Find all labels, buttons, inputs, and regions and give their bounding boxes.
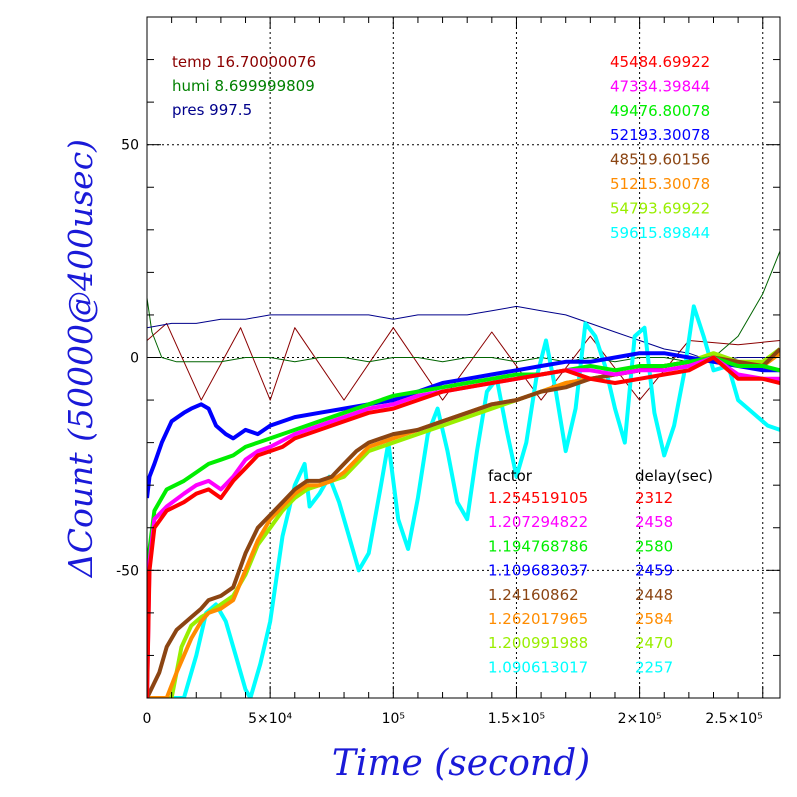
y-axis-title: ΔCount (50000@400usec) [61,139,100,579]
delay-value: 2584 [635,610,673,628]
delay-header: delay(sec) [635,467,713,485]
factor-value: 1.109683037 [488,562,588,580]
env-legend-temp: temp 16.70000076 [172,53,316,71]
x-axis-title: Time (second) [332,743,590,784]
series-name-label: 48519.60156 [610,151,710,169]
series-line [147,250,780,363]
factor-value: 1.194768786 [488,537,588,555]
x-tick-label: 1.5×10⁵ [488,711,545,727]
series-line [147,355,780,664]
series-line [147,355,780,698]
env-legend-pres: pres 997.5 [172,101,252,119]
x-tick-label: 10⁵ [382,711,405,727]
y-tick-label: 50 [121,138,139,154]
y-tick-label: -50 [116,563,139,579]
series-line [147,304,780,698]
delay-value: 2257 [635,658,673,676]
x-tick-label: 2.5×10⁵ [705,711,762,727]
series-name-label: 54793.69922 [610,199,710,217]
series-line [147,355,780,698]
x-tick-label: 5×10⁴ [248,711,292,727]
factor-header: factor [488,467,533,485]
delay-value: 2458 [635,513,673,531]
axis-ticks: 0 5×10⁴ 10⁵ 1.5×10⁵ 2×10⁵ 2.5×10⁵ 50 0 -50 [116,16,780,727]
delay-value: 2459 [635,562,673,580]
factor-value: 1.262017965 [488,610,588,628]
series-name-label: 51215.30078 [610,175,710,193]
factor-value: 1.24160862 [488,586,579,604]
series-layer [147,250,780,698]
series-name-label: 49476.80078 [610,102,710,120]
delay-value: 2580 [635,537,673,555]
series-line [147,305,780,363]
y-tick-label: 0 [130,351,139,367]
series-name-label: 45484.69922 [610,53,710,71]
factor-delay-legend: factor delay(sec) 1.254519105 2312 1.20729… [488,467,713,676]
delay-value: 2312 [635,489,673,507]
x-tick-label: 0 [143,711,152,727]
x-tick-label: 2×10⁵ [618,711,662,727]
series-name-label: 47334.39844 [610,77,710,95]
env-legend-humi: humi 8.699999809 [172,77,315,95]
factor-value: 1.207294822 [488,513,588,531]
env-legend: temp 16.70000076 humi 8.699999809 pres 9… [172,53,316,119]
series-name-label: 59615.89844 [610,224,710,242]
delay-value: 2448 [635,586,673,604]
factor-value: 1.090613017 [488,658,588,676]
series-name-label: 52193.30078 [610,126,710,144]
delay-value: 2470 [635,634,673,652]
plot-frame [146,16,781,699]
factor-value: 1.254519105 [488,489,588,507]
series-name-legend: 45484.69922 47334.39844 49476.80078 52193.3… [610,53,710,242]
factor-value: 1.200991988 [488,634,588,652]
